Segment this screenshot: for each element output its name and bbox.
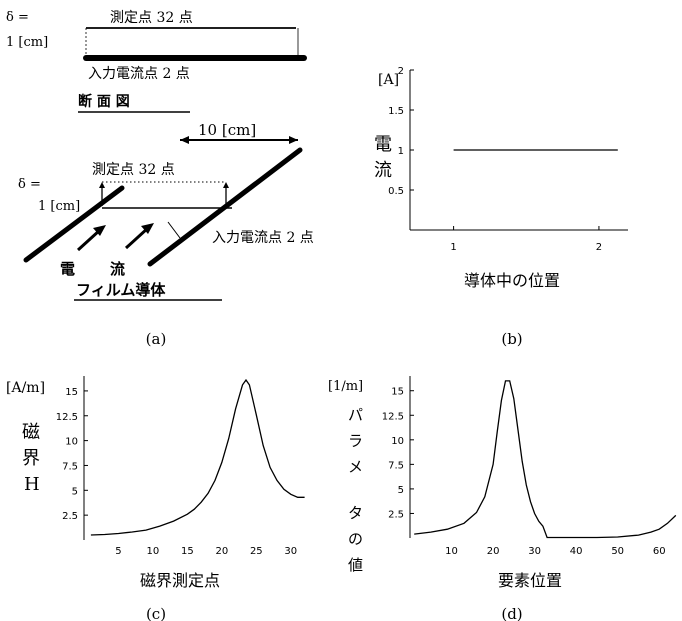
chart-b-unit-label: [A] xyxy=(378,72,399,88)
chart-c-y-tick-label: 2.5 xyxy=(62,511,78,522)
chart-b: [A] 電 流 導体中の位置 (b) 0.5 1 1.5 2 1 2 xyxy=(374,66,628,348)
chart-c-xlabel: 磁界測定点 xyxy=(140,571,220,590)
film-left-electrode xyxy=(23,185,125,263)
thickness-arrowhead-right xyxy=(223,182,229,188)
chart-b-ylabel-char-1: 電 xyxy=(374,134,392,155)
input-points-label-top: 入力電流点 2 点 xyxy=(88,66,190,82)
chart-d-ylabel-char-2: ラ xyxy=(348,432,363,450)
current-arrowhead-2 xyxy=(141,223,154,234)
chart-c-ylabel-char-3: H xyxy=(24,474,40,495)
chart-c-y-tick-label: 10 xyxy=(65,437,78,448)
chart-c-x-tick-label: 25 xyxy=(250,546,263,557)
chart-d-ylabel-char-4: タ xyxy=(348,504,363,522)
chart-c-x-tick-label: 10 xyxy=(147,546,160,557)
chart-b-xlabel: 導体中の位置 xyxy=(464,271,560,290)
chart-d-y-tick-label: 10 xyxy=(391,436,404,447)
caption-b: (b) xyxy=(501,330,522,348)
thickness-label-top: 1 [cm] xyxy=(6,35,48,50)
chart-c: [A/m] 磁 界 H 磁界測定点 (c) 2.5 5 7.5 10 12.5 15 5 10… xyxy=(6,376,305,621)
measure-points-label-mid: 測定点 32 点 xyxy=(92,162,175,178)
chart-c-x-tick-label: 15 xyxy=(181,546,194,557)
chart-d: [1/m] パ ラ メ タ の 値 要素位置 (d) 2.5 5 7.5 10 12.5… xyxy=(328,376,677,621)
panel-a: δ = 1 [cm] 測定点 32 点 入力電流点 2 点 断 面 図 10 [… xyxy=(6,10,314,348)
current-arrow-2 xyxy=(124,226,150,250)
input-points-label-mid: 入力電流点 2 点 xyxy=(212,230,314,246)
caption-c: (c) xyxy=(146,605,166,621)
chart-d-ylabel-char-3: メ xyxy=(348,458,363,476)
chart-d-x-tick-label: 50 xyxy=(611,546,624,557)
section-title: 断 面 図 xyxy=(78,93,130,110)
chart-d-y-tick-label: 12.5 xyxy=(382,411,404,422)
chart-c-x-tick-label: 5 xyxy=(115,546,121,557)
chart-d-ylabel-char-6: 値 xyxy=(348,556,363,574)
chart-c-y-tick-label: 15 xyxy=(65,387,78,398)
chart-d-ylabel-char-1: パ xyxy=(348,406,363,424)
current-label-char1: 電 xyxy=(60,260,75,278)
chart-b-x-tick-label: 2 xyxy=(596,242,602,253)
chart-b-x-tick-label: 1 xyxy=(450,242,456,253)
chart-c-x-tick-label: 20 xyxy=(215,546,228,557)
chart-c-y-tick-label: 7.5 xyxy=(62,461,78,472)
chart-d-ylabel-char-5: の xyxy=(348,530,363,548)
film-conductor-title: フィルム導体 xyxy=(76,281,166,299)
caption-d: (d) xyxy=(501,605,522,621)
chart-d-x-tick-label: 20 xyxy=(487,546,500,557)
chart-d-x-tick-label: 10 xyxy=(445,546,458,557)
chart-c-unit-label: [A/m] xyxy=(6,380,45,396)
chart-c-y-tick-label: 12.5 xyxy=(56,412,78,423)
chart-d-series-line xyxy=(414,380,677,539)
input-leader-line xyxy=(167,221,181,239)
chart-b-y-tick-label: 0.5 xyxy=(388,186,404,197)
chart-c-ylabel-char-2: 界 xyxy=(22,448,40,469)
film-right-electrode xyxy=(147,147,303,267)
thickness-label-mid: 1 [cm] xyxy=(38,199,80,214)
chart-d-x-tick-label: 30 xyxy=(528,546,541,557)
chart-b-ylabel-char-2: 流 xyxy=(374,160,392,181)
chart-b-y-tick-label: 2 xyxy=(398,66,404,77)
chart-c-y-tick-label: 5 xyxy=(72,486,78,497)
chart-c-ylabel-char-1: 磁 xyxy=(22,422,40,443)
chart-c-series-line xyxy=(90,378,305,536)
delta-label-mid: δ = xyxy=(18,177,41,192)
chart-d-x-tick-label: 60 xyxy=(653,546,666,557)
current-arrowhead-1 xyxy=(93,225,106,236)
width-arrow-left xyxy=(180,136,189,144)
chart-d-y-tick-label: 2.5 xyxy=(388,509,404,520)
chart-d-y-tick-label: 5 xyxy=(398,485,404,496)
chart-b-y-tick-label: 1 xyxy=(398,146,404,157)
width-arrow-right xyxy=(289,136,298,144)
chart-d-y-tick-label: 7.5 xyxy=(388,460,404,471)
chart-c-x-tick-label: 30 xyxy=(284,546,297,557)
chart-d-x-tick-label: 40 xyxy=(570,546,583,557)
current-label-char2: 流 xyxy=(110,260,125,278)
chart-d-unit-label: [1/m] xyxy=(328,379,363,394)
chart-b-y-tick-label: 1.5 xyxy=(388,106,404,117)
current-arrow-1 xyxy=(76,228,102,252)
width-label: 10 [cm] xyxy=(198,121,256,139)
chart-d-xlabel: 要素位置 xyxy=(498,571,562,590)
caption-a: (a) xyxy=(146,330,167,348)
measure-points-label-top: 測定点 32 点 xyxy=(110,10,193,26)
chart-d-y-tick-label: 15 xyxy=(391,387,404,398)
delta-label-top: δ = xyxy=(6,10,29,25)
thickness-arrowhead-left xyxy=(99,182,105,188)
